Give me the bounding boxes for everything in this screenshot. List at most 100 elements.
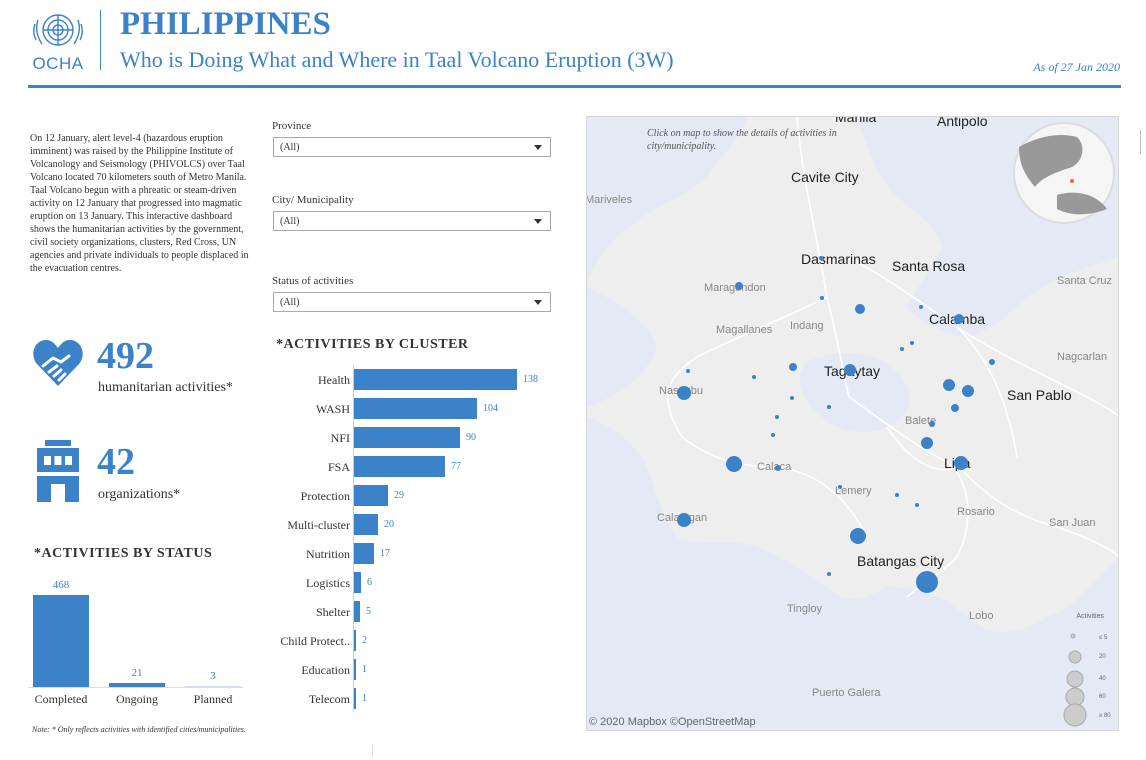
activity-dot[interactable] — [677, 513, 691, 527]
activity-dot[interactable] — [919, 305, 923, 309]
activity-dot[interactable] — [790, 396, 794, 400]
status-filter-label: Status of activities — [272, 275, 354, 287]
activity-dot[interactable] — [827, 405, 831, 409]
activity-dot[interactable] — [989, 359, 995, 365]
legend-label: ≤ 5 — [1099, 635, 1108, 641]
activity-dot[interactable] — [735, 282, 743, 290]
cluster-label: WASH — [315, 402, 350, 416]
map-place-major: Manila — [835, 116, 877, 125]
activity-dot[interactable] — [954, 314, 964, 324]
activity-dot[interactable] — [943, 379, 955, 391]
chevron-down-icon[interactable] — [534, 145, 542, 150]
cluster-bar-value: 1 — [362, 664, 367, 675]
scrollbar-edge[interactable] — [1140, 130, 1146, 154]
map-place-minor: Nagcarlan — [1057, 351, 1108, 363]
cluster-bar-value: 20 — [384, 519, 394, 530]
intro-text: On 12 January, alert level-4 (hazardous … — [30, 133, 249, 274]
legend-circle — [1065, 687, 1085, 707]
cluster-chart-title: *ACTIVITIES BY CLUSTER — [276, 337, 469, 352]
cluster-bar[interactable] — [354, 630, 356, 651]
cluster-bar[interactable] — [354, 572, 361, 593]
chevron-down-icon[interactable] — [534, 300, 542, 305]
map-place-major: Santa Rosa — [892, 258, 966, 274]
cluster-label: NFI — [330, 431, 350, 445]
activity-dot[interactable] — [900, 347, 904, 351]
map-basemap[interactable] — [587, 117, 1119, 731]
activity-dot[interactable] — [726, 456, 742, 472]
activity-map[interactable]: Click on map to show the details of acti… — [586, 116, 1119, 731]
activity-dot[interactable] — [844, 364, 856, 376]
activity-dot[interactable] — [929, 421, 935, 427]
activity-dot[interactable] — [789, 363, 797, 371]
cluster-bar[interactable] — [354, 688, 356, 709]
cluster-bar-value: 6 — [367, 577, 372, 588]
activity-dot[interactable] — [820, 296, 824, 300]
province-filter-label: Province — [272, 120, 312, 132]
activity-dot[interactable] — [962, 385, 974, 397]
activity-dot[interactable] — [850, 528, 866, 544]
status-bar-ongoing[interactable] — [109, 683, 165, 687]
cluster-bar[interactable] — [354, 543, 374, 564]
activity-dot[interactable] — [855, 304, 865, 314]
activity-dot[interactable] — [895, 493, 899, 497]
activities-kpi-label: humanitarian activities* — [98, 380, 233, 395]
cluster-bar-value: 29 — [394, 490, 404, 501]
cluster-bar[interactable] — [354, 369, 517, 390]
map-place-major: Batangas City — [857, 553, 945, 569]
activity-dot[interactable] — [677, 386, 691, 400]
activity-dot[interactable] — [838, 485, 842, 489]
map-place-minor: Puerto Galera — [812, 687, 881, 699]
map-activity-dots[interactable] — [587, 117, 1119, 731]
activities-kpi-value: 492 — [97, 335, 154, 377]
activity-dot[interactable] — [915, 503, 919, 507]
activity-dot[interactable] — [771, 433, 775, 437]
activity-dot[interactable] — [820, 257, 824, 261]
cluster-label: Multi-cluster — [287, 518, 350, 532]
activity-dot[interactable] — [921, 437, 933, 449]
activity-dot[interactable] — [775, 465, 781, 471]
header-divider — [100, 10, 101, 70]
status-bar-planned[interactable] — [185, 686, 241, 687]
building-icon — [37, 440, 79, 502]
activity-dot[interactable] — [954, 456, 968, 470]
cluster-bar-value: 5 — [366, 606, 371, 617]
province-filter-select[interactable]: (All) — [273, 137, 551, 157]
map-place-minor: Maragondon — [704, 282, 766, 294]
chevron-down-icon[interactable] — [534, 219, 542, 224]
page-subtitle: Who is Doing What and Where in Taal Volc… — [120, 47, 674, 72]
activity-dot[interactable] — [910, 341, 914, 345]
activity-dot[interactable] — [775, 415, 779, 419]
map-place-major: Antipolo — [937, 116, 988, 129]
cluster-bar[interactable] — [354, 427, 460, 448]
legend-circle — [1070, 633, 1076, 639]
map-place-major: Dasmarinas — [801, 251, 876, 267]
cluster-bar-value: 1 — [362, 693, 367, 704]
city-filter-select[interactable]: (All) — [273, 211, 551, 231]
activity-dot[interactable] — [686, 369, 690, 373]
activity-dot[interactable] — [827, 572, 831, 576]
map-attribution[interactable]: © 2020 Mapbox ©OpenStreetMap — [589, 716, 756, 728]
activity-dot[interactable] — [951, 404, 959, 412]
status-chart-axis — [28, 687, 243, 688]
un-ocha-logo: OCHA — [24, 8, 92, 73]
cluster-bar[interactable] — [354, 456, 445, 477]
cluster-bar[interactable] — [354, 514, 378, 535]
map-place-major: San Pablo — [1007, 387, 1072, 403]
cluster-bar[interactable] — [354, 485, 388, 506]
map-place-minor: Lobo — [969, 610, 994, 622]
cluster-bar[interactable] — [354, 398, 477, 419]
cluster-bar[interactable] — [354, 659, 356, 680]
cluster-bar[interactable] — [354, 601, 360, 622]
map-place-minor: Lemery — [835, 485, 872, 497]
status-filter-select[interactable]: (All) — [273, 292, 551, 312]
page-title: PHILIPPINES — [120, 6, 331, 42]
activity-dot[interactable] — [752, 375, 756, 379]
cluster-label: Telecom — [308, 692, 350, 706]
activity-dot[interactable] — [916, 571, 938, 593]
map-place-minor: San Juan — [1049, 517, 1096, 529]
status-filter-value: (All) — [280, 297, 300, 308]
cluster-bar-value: 90 — [466, 432, 476, 443]
locator-globe — [1013, 122, 1115, 224]
cluster-bar-value: 17 — [380, 548, 390, 559]
status-bar-completed[interactable] — [33, 595, 89, 687]
